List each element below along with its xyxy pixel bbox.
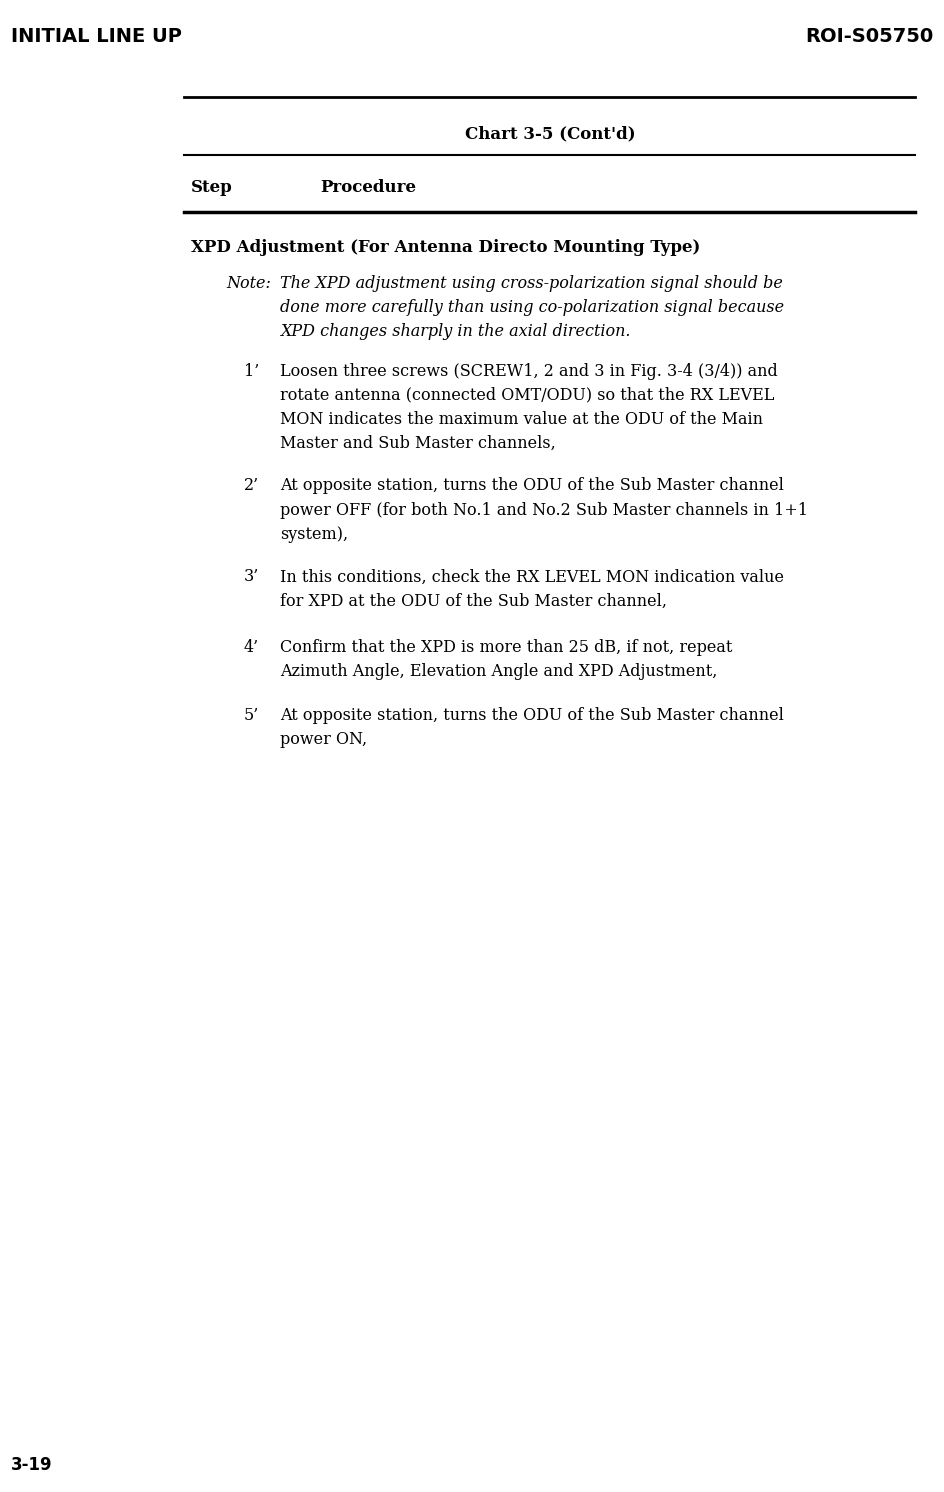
- Text: 3’: 3’: [244, 568, 259, 585]
- Text: 2’: 2’: [244, 477, 259, 494]
- Text: At opposite station, turns the ODU of the Sub Master channel
power ON,: At opposite station, turns the ODU of th…: [279, 707, 783, 749]
- Text: Chart 3-5 (Cont'd): Chart 3-5 (Cont'd): [464, 125, 634, 142]
- Text: 4’: 4’: [244, 639, 259, 655]
- Text: INITIAL LINE UP: INITIAL LINE UP: [11, 27, 182, 46]
- Text: 1’: 1’: [244, 363, 259, 379]
- Text: In this conditions, check the RX LEVEL MON indication value
for XPD at the ODU o: In this conditions, check the RX LEVEL M…: [279, 568, 783, 610]
- Text: Procedure: Procedure: [320, 179, 416, 195]
- Text: The XPD adjustment using cross-polarization signal should be
done more carefully: The XPD adjustment using cross-polarizat…: [279, 275, 783, 340]
- Text: Confirm that the XPD is more than 25 dB, if not, repeat
Azimuth Angle, Elevation: Confirm that the XPD is more than 25 dB,…: [279, 639, 732, 680]
- Text: At opposite station, turns the ODU of the Sub Master channel
power OFF (for both: At opposite station, turns the ODU of th…: [279, 477, 807, 543]
- Text: 5’: 5’: [244, 707, 259, 724]
- Text: Loosen three screws (SCREW1, 2 and 3 in Fig. 3-4 (3/4)) and
rotate antenna (conn: Loosen three screws (SCREW1, 2 and 3 in …: [279, 363, 777, 452]
- Text: ROI-S05750: ROI-S05750: [804, 27, 933, 46]
- Text: XPD Adjustment (For Antenna Directo Mounting Type): XPD Adjustment (For Antenna Directo Moun…: [191, 239, 700, 255]
- Text: Note:: Note:: [227, 275, 271, 291]
- Text: 3-19: 3-19: [11, 1456, 53, 1474]
- Text: Step: Step: [191, 179, 232, 195]
